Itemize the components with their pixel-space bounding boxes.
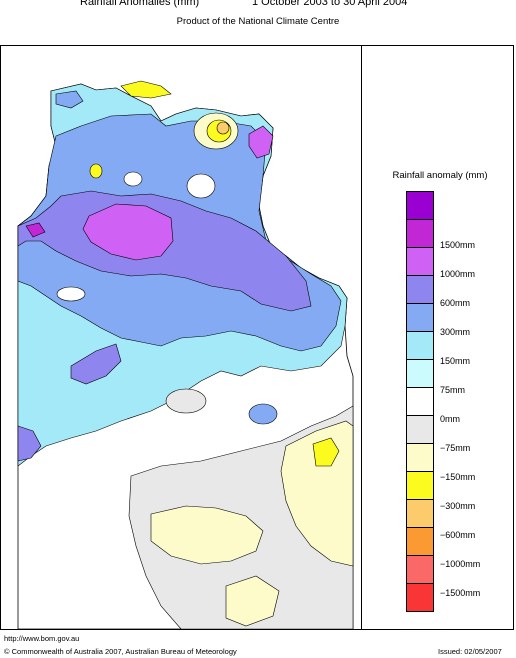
island-tiwi — [55, 90, 84, 109]
legend-label: 600mm — [440, 298, 471, 308]
legend-label: −1500mm — [440, 588, 481, 598]
legend-label: −600mm — [440, 530, 476, 540]
legend-swatch — [406, 415, 434, 444]
anomaly-zone-0mm-west — [56, 286, 86, 302]
anomaly-zone-1000mm-east — [248, 125, 274, 159]
legend-swatch — [406, 359, 434, 388]
island-melville — [120, 80, 172, 99]
anomaly-zone-0mm-north-b — [123, 171, 143, 187]
map-title: Rainfall Anomalies (mm) 1 October 2003 t… — [0, 0, 516, 10]
footer-url[interactable]: http://www.bom.gov.au — [4, 634, 80, 643]
map-title-period: 1 October 2003 to 30 April 2004 — [252, 0, 408, 8]
legend-label: −1000mm — [440, 559, 481, 569]
legend-divider — [361, 45, 362, 630]
anomaly-zone-600mm-west — [70, 343, 122, 385]
legend-swatch — [406, 499, 434, 528]
legend-swatch — [406, 303, 434, 332]
anomaly-zone-minus300mm — [312, 437, 340, 467]
map-title-variable: Rainfall Anomalies (mm) — [80, 0, 200, 8]
anomaly-zone-600mm-southwest — [17, 425, 42, 462]
anomaly-zone-1000mm — [82, 203, 174, 261]
legend-swatches — [406, 191, 434, 612]
rainfall-anomaly-map — [17, 80, 354, 629]
legend-swatch — [406, 471, 434, 500]
footer-copyright: © Commonwealth of Australia 2007, Austra… — [4, 647, 237, 656]
legend-label: −150mm — [440, 472, 476, 482]
legend-swatch — [406, 331, 434, 360]
legend-swatch — [406, 555, 434, 584]
anomaly-zone-minus600mm-north — [216, 121, 230, 135]
legend-label: 300mm — [440, 327, 471, 337]
anomaly-zone-minus150mm-south — [225, 575, 280, 627]
legend-swatch — [406, 191, 434, 220]
legend-label: −75mm — [440, 443, 471, 453]
anomaly-zone-150mm-inland — [248, 403, 278, 425]
anomaly-zone-minus300mm-west — [89, 163, 103, 179]
legend-swatch — [406, 527, 434, 556]
legend-label: −300mm — [440, 501, 476, 511]
legend-title: Rainfall anomaly (mm) — [392, 170, 488, 181]
legend-swatch — [406, 443, 434, 472]
legend-label: 150mm — [440, 356, 471, 366]
anomaly-zone-0mm-north-a — [186, 173, 216, 199]
island-east — [25, 222, 46, 238]
legend-label: 75mm — [440, 385, 466, 395]
legend-swatch — [406, 247, 434, 276]
legend-swatch — [406, 583, 434, 612]
legend-swatch — [406, 387, 434, 416]
legend-swatch — [406, 219, 434, 248]
legend-label: 0mm — [440, 414, 460, 424]
anomaly-zone-minus150mm — [150, 505, 264, 565]
legend-label: 1000mm — [440, 269, 476, 279]
footer-issued-date: Issued: 02/05/2007 — [438, 647, 502, 656]
legend-label: 1500mm — [440, 240, 476, 250]
anomaly-zone-minus75mm-inland — [165, 388, 207, 414]
map-subtitle: Product of the National Climate Centre — [176, 16, 340, 27]
legend-swatch — [406, 275, 434, 304]
